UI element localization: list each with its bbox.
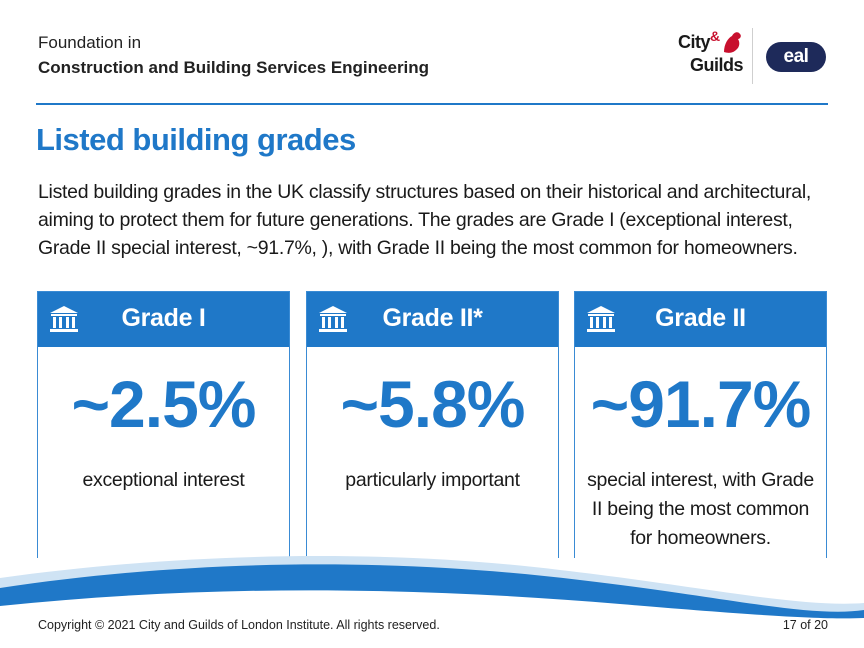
card-description: exceptional interest <box>82 469 245 491</box>
card-label: Grade II* <box>382 304 483 332</box>
card-percentage: ~91.7% <box>590 367 812 441</box>
logo-guilds-text: Guilds <box>690 55 744 75</box>
card-label: Grade II <box>655 304 746 332</box>
intro-paragraph: Listed building grades in the UK classif… <box>38 181 811 259</box>
card-description: special interest, with Grade II being th… <box>587 469 814 549</box>
slide-page-number: 17 of 20 <box>782 618 828 632</box>
slide-title: Listed building grades <box>36 122 356 157</box>
card-header: Grade II <box>575 292 826 347</box>
card-percentage: ~5.8% <box>340 367 526 441</box>
building-columns-icon <box>48 304 80 339</box>
card-percentage: ~2.5% <box>71 367 257 441</box>
header-divider <box>36 103 828 105</box>
logo-lion-icon <box>724 32 741 53</box>
course-title-line1: Foundation in <box>38 33 142 52</box>
card-description: particularly important <box>345 469 520 491</box>
logo-city-text: City <box>678 32 711 52</box>
card-header: Grade II* <box>307 292 558 347</box>
footer-wave-decoration <box>0 556 864 648</box>
eal-logo: eal <box>766 42 826 72</box>
card-label: Grade I <box>121 304 206 332</box>
city-and-guilds-logo: City & Guilds <box>676 28 746 82</box>
logo-ampersand: & <box>710 28 721 44</box>
footer-copyright: Copyright © 2021 City and Guilds of Lond… <box>38 618 440 632</box>
grade-card-grade-ii: Grade II ~91.7% special interest, with G… <box>574 291 827 558</box>
card-header: Grade I <box>38 292 289 347</box>
grade-card-grade-ii-star: Grade II* ~5.8% particularly important <box>306 291 559 558</box>
building-columns-icon <box>317 304 349 339</box>
grade-card-grade-i: Grade I ~2.5% exceptional interest <box>37 291 290 558</box>
building-columns-icon <box>585 304 617 339</box>
logo-divider <box>752 28 753 84</box>
course-title-line2: Construction and Building Services Engin… <box>38 58 430 77</box>
